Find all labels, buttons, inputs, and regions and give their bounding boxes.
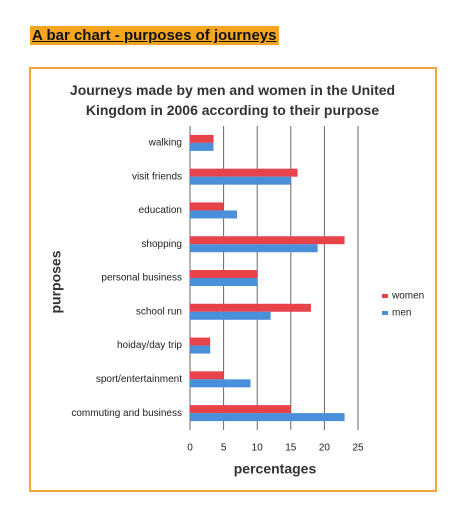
chart-title: Journeys made by men and women in the Un… xyxy=(69,82,396,118)
legend-swatch xyxy=(382,311,388,315)
bar xyxy=(190,278,258,286)
y-tick-label: education xyxy=(139,205,182,216)
legend-swatch xyxy=(382,294,388,298)
y-tick-label: shopping xyxy=(141,239,182,250)
bar xyxy=(190,244,318,253)
page-heading: A bar chart - purposes of journeys xyxy=(30,26,279,45)
x-tick-label: 15 xyxy=(285,443,297,454)
bar xyxy=(190,176,291,185)
bar xyxy=(190,303,311,312)
y-tick-label: commuting and business xyxy=(71,408,182,419)
bar xyxy=(190,210,238,219)
bar xyxy=(190,168,298,177)
x-tick-label: 25 xyxy=(352,443,364,454)
y-tick-label: sport/entertainment xyxy=(96,374,182,385)
legend-label: women xyxy=(391,291,424,302)
bar xyxy=(190,413,345,422)
bar xyxy=(190,134,214,143)
bar xyxy=(190,345,211,354)
x-tick-label: 5 xyxy=(221,443,227,454)
bar xyxy=(190,405,291,414)
chart-frame xyxy=(29,67,437,492)
y-tick-label: walking xyxy=(148,138,182,149)
bar xyxy=(190,142,214,151)
bar xyxy=(190,311,271,320)
bar xyxy=(190,371,224,380)
bar xyxy=(190,337,211,346)
y-tick-label: personal business xyxy=(101,273,182,284)
x-axis-label: percentages xyxy=(234,461,317,477)
legend-label: men xyxy=(392,308,411,319)
y-axis-label: purposes xyxy=(48,250,64,313)
bar xyxy=(190,379,251,388)
y-tick-label: visit friends xyxy=(132,171,182,182)
x-tick-label: 0 xyxy=(187,443,193,454)
y-tick-label: school run xyxy=(136,306,182,317)
bar xyxy=(190,236,345,245)
x-tick-label: 20 xyxy=(319,443,331,454)
y-tick-label: hoiday/day trip xyxy=(117,340,182,351)
bar xyxy=(190,202,224,211)
bar xyxy=(190,270,258,278)
x-tick-label: 10 xyxy=(252,443,264,454)
